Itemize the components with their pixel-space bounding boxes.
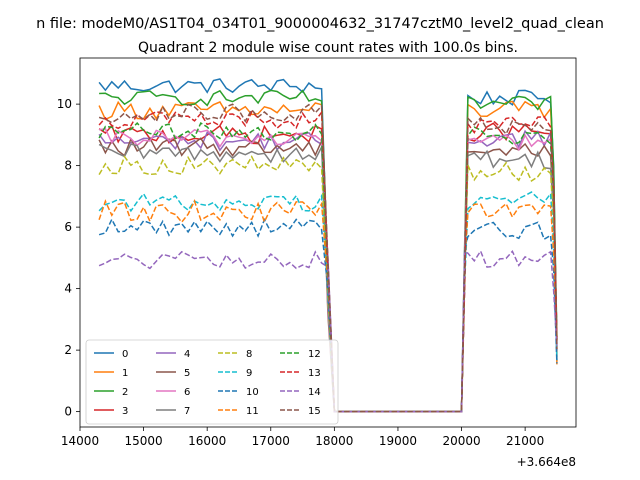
- x-tick-label: 15000: [124, 434, 162, 448]
- legend-label-1: 1: [122, 368, 128, 379]
- y-axis: 0 2 4 6 8 10: [57, 97, 80, 419]
- legend-label-5: 5: [184, 368, 190, 379]
- series-line-15: [98, 103, 558, 413]
- x-tick-label: 17000: [252, 434, 290, 448]
- legend-frame: [85, 339, 339, 425]
- legend-label-15: 15: [308, 406, 321, 417]
- y-tick-label: 6: [64, 220, 72, 234]
- y-tick-label: 8: [64, 159, 72, 173]
- legend-label-13: 13: [308, 368, 321, 379]
- legend-label-0: 0: [122, 349, 128, 360]
- series-line-8: [98, 155, 558, 413]
- x-axis-offset-label: +3.664e8: [517, 455, 576, 469]
- legend-label-4: 4: [184, 349, 190, 360]
- legend-label-14: 14: [308, 387, 321, 398]
- y-tick-label: 2: [64, 343, 72, 357]
- chart-title: Quadrant 2 module wise count rates with …: [138, 40, 518, 56]
- x-tick-label: 19000: [379, 434, 417, 448]
- x-tick-label: 14000: [61, 434, 99, 448]
- y-tick-label: 4: [64, 282, 72, 296]
- legend-label-10: 10: [246, 387, 259, 398]
- x-tick-label: 16000: [188, 434, 226, 448]
- x-tick-label: 20000: [442, 434, 480, 448]
- legend-label-11: 11: [246, 406, 259, 417]
- y-tick-label: 10: [57, 97, 72, 111]
- legend-label-9: 9: [246, 368, 252, 379]
- legend-label-6: 6: [184, 387, 190, 398]
- y-tick-label: 0: [64, 405, 72, 419]
- x-tick-label: 18000: [315, 434, 353, 448]
- legend-label-12: 12: [308, 349, 321, 360]
- figure-suptitle: n file: modeM0/AS1T04_034T01_9000004632_…: [36, 16, 604, 32]
- legend-label-7: 7: [184, 406, 190, 417]
- axes-frame: [79, 57, 577, 428]
- legend-label-2: 2: [122, 387, 128, 398]
- legend-label-8: 8: [246, 349, 252, 360]
- x-axis: 14000 15000 16000 17000 18000 19000 20000 21000: [61, 427, 544, 448]
- legend-label-3: 3: [122, 406, 128, 417]
- x-tick-label: 21000: [506, 434, 544, 448]
